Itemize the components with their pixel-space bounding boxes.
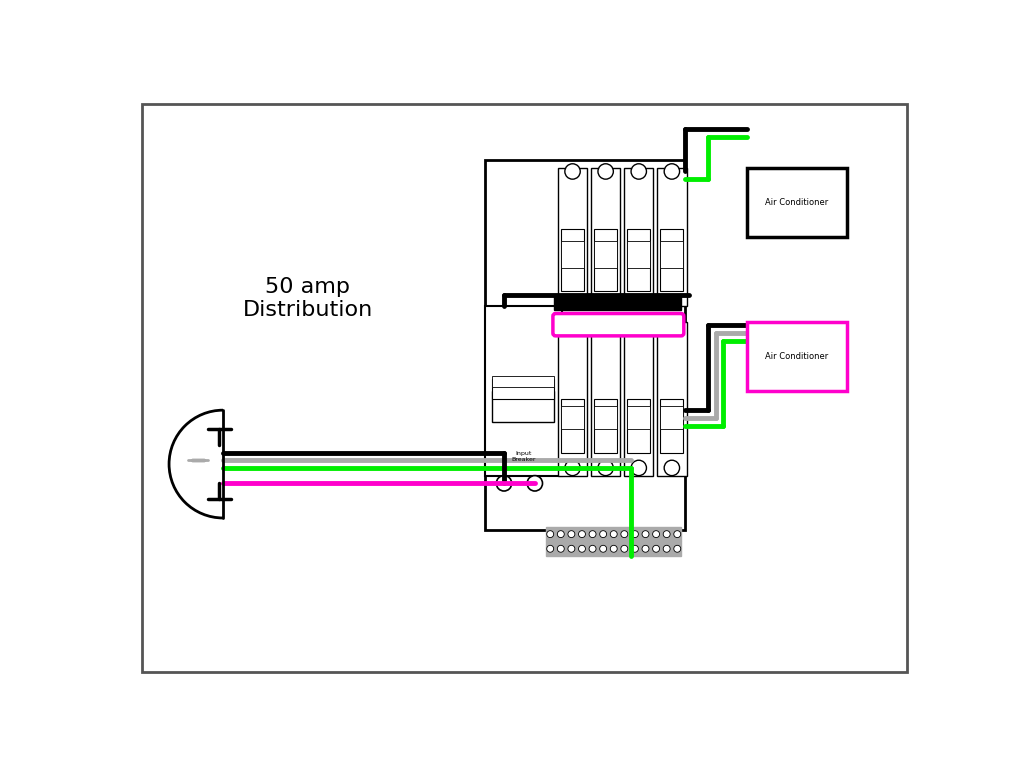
Bar [657,322,686,475]
Circle shape [664,531,670,538]
Bar [591,167,621,306]
Text: 50 amp
Distribution: 50 amp Distribution [243,277,373,320]
Bar [561,229,584,291]
Bar [484,160,685,529]
Bar [558,167,587,306]
Circle shape [598,460,613,475]
Circle shape [652,545,659,552]
Bar [594,406,617,429]
Bar [628,241,650,268]
Circle shape [598,164,613,179]
Bar [223,406,283,521]
Circle shape [642,545,649,552]
Circle shape [665,164,680,179]
Bar [493,379,554,399]
Circle shape [621,531,628,538]
Bar [558,322,587,475]
Circle shape [632,545,638,552]
Bar [660,229,683,291]
Circle shape [610,545,617,552]
Circle shape [579,545,586,552]
Circle shape [589,531,596,538]
Bar [493,376,554,387]
Bar [561,406,584,429]
Text: Input
Breaker: Input Breaker [511,451,536,462]
Circle shape [674,531,681,538]
Circle shape [579,531,586,538]
Bar [746,322,847,391]
Circle shape [652,531,659,538]
Circle shape [632,531,638,538]
Circle shape [621,545,628,552]
Bar [625,322,653,475]
Bar [657,167,686,306]
Bar [628,229,650,291]
Bar [554,296,681,310]
Bar [660,406,683,429]
Circle shape [527,475,543,491]
Bar [625,167,653,306]
Circle shape [664,545,670,552]
Circle shape [565,164,581,179]
Bar [561,241,584,268]
Bar [547,541,681,557]
FancyBboxPatch shape [553,313,684,336]
Bar [594,229,617,291]
Text: Air Conditioner: Air Conditioner [765,198,828,207]
Bar [746,167,847,237]
Bar [660,241,683,268]
Circle shape [497,475,512,491]
Bar [594,241,617,268]
Bar [591,322,621,475]
Circle shape [589,545,596,552]
Bar [628,406,650,429]
Circle shape [557,531,564,538]
Circle shape [665,460,680,475]
Bar [484,306,562,475]
Bar [561,399,584,452]
Bar [660,399,683,452]
Circle shape [557,545,564,552]
Circle shape [565,460,581,475]
Circle shape [568,545,574,552]
Circle shape [547,545,554,552]
Circle shape [547,531,554,538]
Bar [628,399,650,452]
Circle shape [642,531,649,538]
Circle shape [631,460,646,475]
Circle shape [674,545,681,552]
Circle shape [610,531,617,538]
Bar [594,399,617,452]
Circle shape [568,531,574,538]
Circle shape [631,164,646,179]
Text: Air Conditioner: Air Conditioner [765,352,828,361]
Circle shape [600,545,606,552]
Circle shape [600,531,606,538]
Bar [493,391,554,422]
Bar [547,527,681,541]
Circle shape [169,410,276,518]
